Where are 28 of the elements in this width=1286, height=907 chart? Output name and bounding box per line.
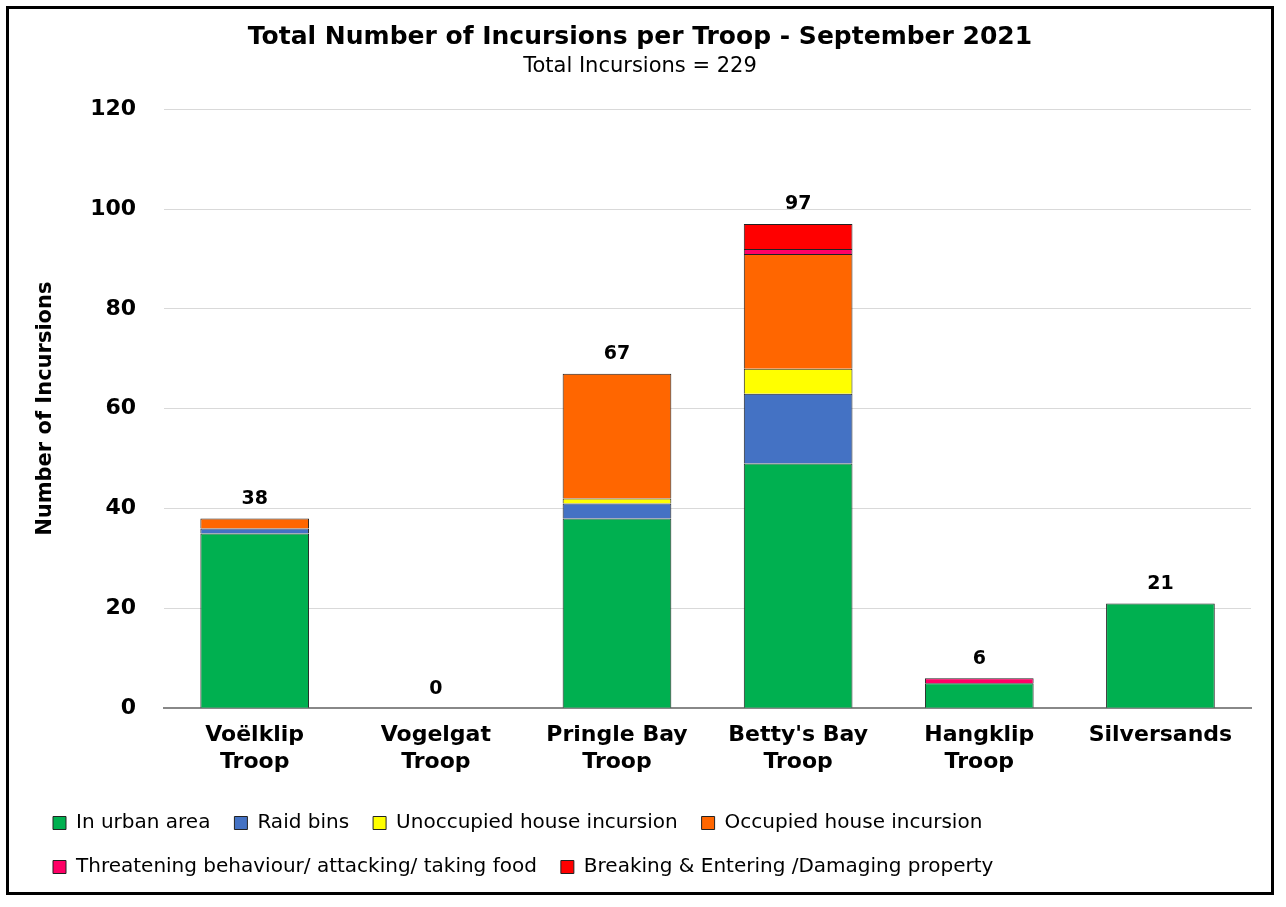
x-tick-label: Betty's Bay Troop <box>728 721 869 773</box>
y-tick-label: 80 <box>105 294 137 320</box>
legend-label: Unoccupied house incursion <box>396 809 678 834</box>
y-tick-label: 40 <box>105 494 137 520</box>
total-label: 97 <box>784 191 812 214</box>
total-label: 38 <box>241 485 268 508</box>
total-label: 67 <box>603 341 631 364</box>
chart-title: Total Number of Incursions per Troop - September 2021 <box>247 20 1033 50</box>
y-tick-label: 120 <box>90 94 137 120</box>
y-tick-label: 0 <box>120 693 137 719</box>
legend-label: Occupied house incursion <box>724 809 983 834</box>
y-tick-label: 100 <box>90 194 137 220</box>
legend-label: Raid bins <box>257 809 350 834</box>
chart-subtitle: Total Incursions = 229 <box>522 53 757 78</box>
x-tick-label: Silversands <box>1088 721 1233 747</box>
x-tick-label: Pringle Bay Troop <box>546 721 688 773</box>
y-tick-label: 20 <box>105 594 137 620</box>
legend-label: Threatening behaviour/ attacking/ taking food <box>75 853 537 878</box>
y-axis-title: Number of Incursions <box>32 281 57 536</box>
y-tick-label: 60 <box>105 394 137 420</box>
legend-label: Breaking & Entering /Damaging property <box>583 853 994 878</box>
total-label: 21 <box>1147 570 1174 593</box>
x-tick-label: Vogelgat Troop <box>380 721 492 773</box>
legend-label: In urban area <box>76 809 211 834</box>
x-tick-label: Voëlklip Troop <box>205 721 305 773</box>
total-label: 6 <box>972 645 986 668</box>
total-label: 0 <box>429 675 443 698</box>
x-tick-label: Hangklip Troop <box>924 721 1035 773</box>
